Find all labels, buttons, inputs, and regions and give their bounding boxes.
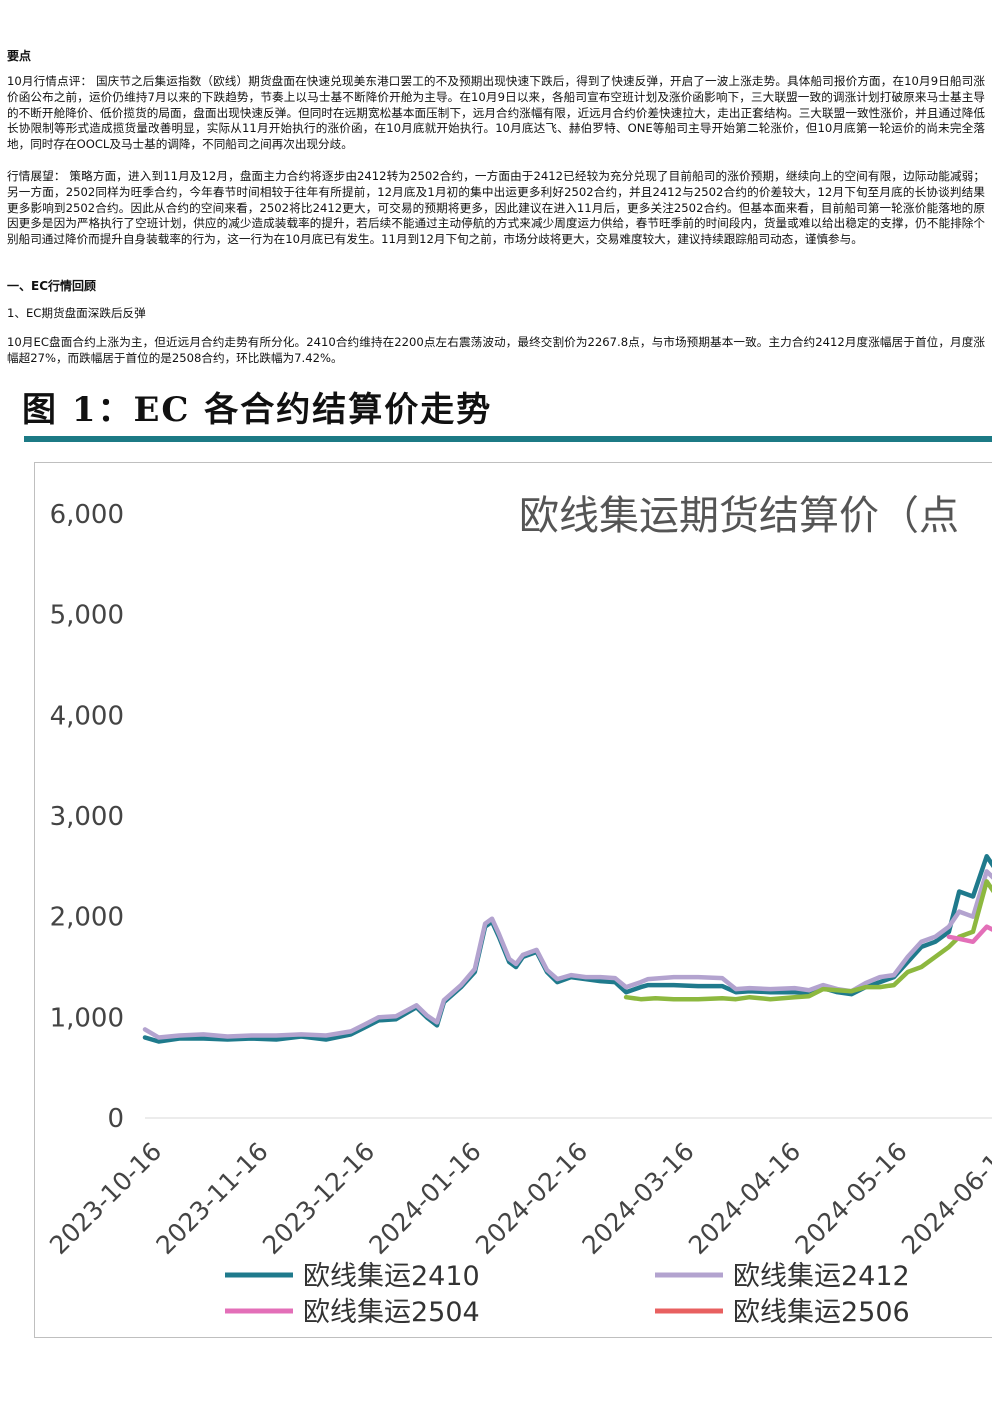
summary-heading: 要点 (7, 49, 32, 63)
y-tick-label: 2,000 (50, 903, 124, 933)
legend-label: 欧线集运2412 (733, 1261, 910, 1292)
y-tick-label: 0 (107, 1104, 124, 1134)
figure-divider (24, 436, 992, 442)
line-chart: 欧线集运期货结算价（点 0 1,000 2,000 3,000 4,000 5,000 6,… (44, 493, 992, 1328)
x-tick-label: 2024-02-16 (470, 1137, 593, 1260)
x-tick-label: 2024-04-16 (683, 1137, 806, 1260)
paragraph-market-review: 10月行情点评： 国庆节之后集运指数（欧线）期货盘面在快速兑现美东港口罢工的不及… (7, 74, 985, 152)
figure-title: 图 1：EC 各合约结算价走势 (22, 390, 493, 430)
legend-label: 欧线集运2506 (733, 1297, 910, 1328)
x-tick-label: 2024-01-16 (363, 1137, 486, 1260)
legend-label: 欧线集运2410 (303, 1261, 480, 1292)
x-tick-label: 2024-05-16 (789, 1137, 912, 1260)
y-tick-label: 5,000 (50, 601, 124, 631)
chart-title: 欧线集运期货结算价（点 (519, 493, 959, 539)
x-tick-label: 2024-03-16 (576, 1137, 699, 1260)
paragraph-outlook: 行情展望： 策略方面，进入到11月及12月，盘面主力合约将逐步由2412转为25… (7, 169, 985, 247)
y-tick-label: 4,000 (50, 701, 124, 731)
paragraph-contracts: 10月EC盘面合约上涨为主，但近远月合约走势有所分化。2410合约维持在2200… (7, 335, 985, 365)
series-line-3 (623, 879, 992, 1002)
x-axis: 2023-10-162023-11-162023-12-162024-01-16… (44, 1137, 992, 1260)
y-tick-label: 6,000 (50, 500, 124, 530)
x-tick-label: 2023-10-16 (44, 1137, 167, 1260)
series-line-1 (142, 854, 992, 1044)
chart-legend: 欧线集运2410 欧线集运2412 欧线集运2504 欧线集运2506 (225, 1261, 910, 1328)
chart-frame: 欧线集运期货结算价（点 0 1,000 2,000 3,000 4,000 5,000 6,… (34, 462, 992, 1338)
series-lines (142, 854, 992, 1044)
series-line-2 (142, 869, 992, 1040)
legend-label: 欧线集运2504 (303, 1297, 480, 1328)
y-tick-label: 3,000 (50, 802, 124, 832)
y-tick-label: 1,000 (50, 1003, 124, 1033)
y-axis: 0 1,000 2,000 3,000 4,000 5,000 6,000 (50, 500, 992, 1134)
subsection-heading: 1、EC期货盘面深跌后反弹 (7, 306, 146, 320)
x-tick-label: 2023-11-16 (150, 1137, 273, 1260)
section-heading: 一、EC行情回顾 (7, 279, 97, 293)
x-tick-label: 2023-12-16 (257, 1137, 380, 1260)
